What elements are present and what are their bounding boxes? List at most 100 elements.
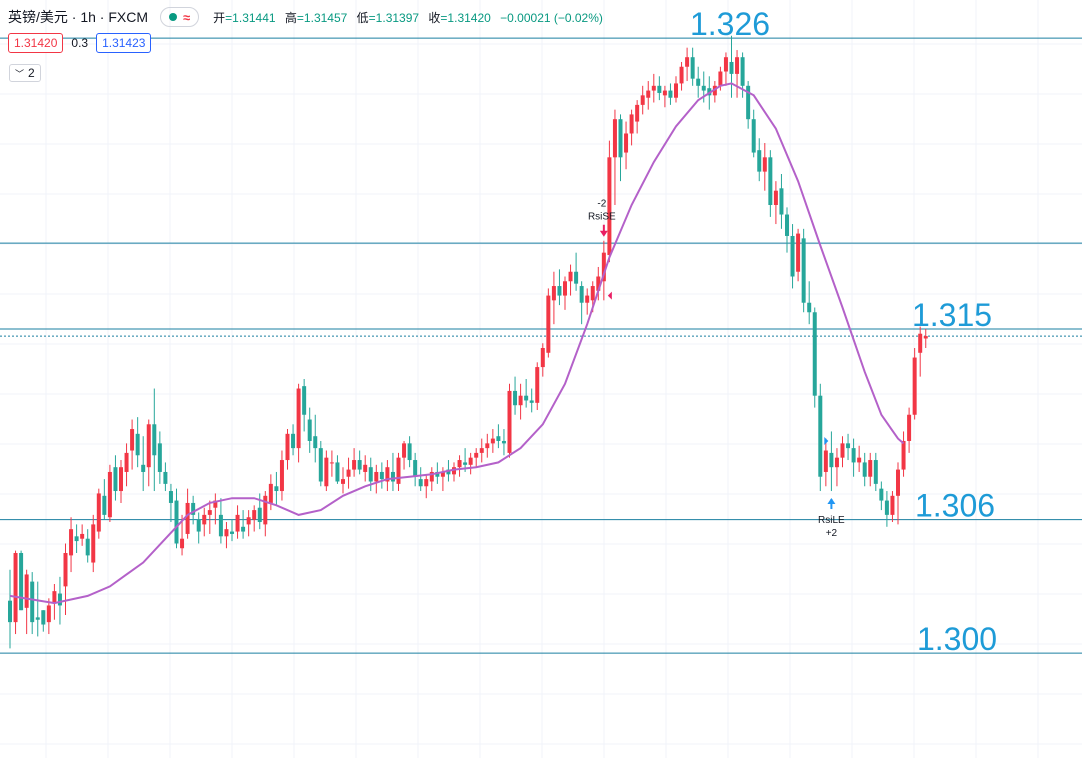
candle-body — [63, 553, 68, 587]
candle-body — [30, 581, 35, 623]
candle-body — [740, 57, 745, 86]
candles — [8, 35, 928, 649]
candle-body — [85, 538, 90, 556]
candle-body — [252, 510, 257, 520]
candle-body — [113, 467, 118, 492]
sell-price-button[interactable]: 1.31420 — [8, 33, 64, 53]
candle-body — [779, 188, 784, 215]
candle-body — [418, 479, 423, 487]
buy-price-button[interactable]: 1.31423 — [96, 33, 152, 53]
candle-body — [218, 514, 223, 537]
candle-body — [862, 462, 867, 477]
candle-body — [596, 276, 601, 291]
candle-body — [291, 433, 296, 449]
candle-body — [879, 488, 884, 501]
candle-body — [907, 414, 912, 441]
candle-body — [746, 85, 751, 120]
candle-body — [91, 524, 96, 563]
candle-body — [857, 457, 862, 463]
indicator-count: 2 — [28, 66, 35, 80]
indicator-toggle[interactable]: ﹀ 2 — [9, 64, 41, 82]
candle-body — [668, 90, 673, 98]
candle-body — [407, 443, 412, 461]
candle-body — [834, 457, 839, 468]
candle-body — [257, 507, 262, 523]
candle-body — [46, 605, 51, 623]
candle-body — [574, 271, 579, 284]
candle-body — [851, 448, 856, 463]
candle-body — [329, 462, 334, 464]
candle-body — [518, 395, 523, 406]
candle-body — [768, 157, 773, 205]
candle-body — [152, 424, 157, 456]
candle-body — [696, 78, 701, 86]
candle-body — [690, 57, 695, 79]
market-open-dot-icon — [169, 13, 178, 21]
candle-body — [918, 333, 923, 353]
candle-body — [235, 514, 240, 532]
candle-body — [263, 495, 268, 525]
candle-body — [751, 119, 756, 153]
candle-body — [224, 529, 229, 537]
candle-body — [723, 57, 728, 72]
candle-body — [890, 495, 895, 515]
candle-body — [402, 443, 407, 458]
candle-body — [41, 610, 46, 625]
candle-body — [346, 469, 351, 477]
candle-body — [563, 281, 567, 296]
candle-body — [191, 502, 196, 515]
candle-body — [524, 395, 529, 401]
candle-body — [529, 400, 534, 403]
candle-body — [446, 469, 451, 475]
candle-body — [807, 302, 812, 313]
candle-body — [374, 471, 379, 482]
candle-body — [513, 390, 518, 406]
candle-body — [157, 443, 162, 472]
candle-body — [385, 467, 390, 482]
level-label: 1.306 — [915, 488, 995, 524]
buy-arrow-head-icon — [827, 498, 836, 505]
candle-body — [624, 133, 629, 153]
candle-body — [268, 483, 273, 503]
candle-body — [8, 600, 12, 623]
chevron-down-icon: ﹀ — [15, 69, 25, 79]
candle-body — [579, 286, 584, 303]
candle-body — [479, 448, 484, 453]
candle-body — [341, 479, 345, 484]
candle-body — [130, 429, 135, 451]
market-status-pill[interactable]: ≈ — [160, 7, 200, 27]
candle-body — [612, 119, 617, 158]
signal-label: RsiSE — [588, 212, 616, 223]
chart-header: 英镑/美元 · 1h · FXCM ≈ 开=1.31441 高=1.31457 … — [8, 6, 609, 28]
candle-body — [379, 471, 384, 480]
candle-body — [829, 452, 834, 468]
candle-body — [452, 467, 456, 475]
candle-body — [679, 66, 684, 84]
candle-body — [551, 286, 556, 301]
candle-body — [390, 471, 395, 482]
candle-body — [119, 467, 123, 492]
wave-icon: ≈ — [183, 9, 191, 25]
candle-body — [241, 526, 246, 532]
candle-body — [463, 462, 468, 465]
level-label: 1.315 — [912, 297, 992, 333]
candle-body — [762, 157, 767, 172]
high-key: 高 — [284, 10, 297, 25]
candle-body — [19, 553, 24, 611]
candle-body — [174, 500, 179, 544]
high-value: =1.31457 — [296, 10, 348, 25]
candle-body — [35, 617, 40, 620]
candle-body — [729, 61, 734, 74]
ohlc-readout: 开=1.31441 高=1.31457 低=1.31397 收=1.31420 … — [213, 9, 609, 26]
candle-body — [185, 502, 190, 534]
candle-body — [207, 510, 212, 515]
candle-body — [507, 390, 512, 453]
candle-body — [674, 83, 678, 98]
candle-body — [363, 464, 368, 472]
candle-body — [424, 479, 429, 487]
candle-body — [24, 574, 29, 608]
candle-body — [74, 536, 79, 542]
change-value: −0.00021 (−0.02%) — [500, 10, 603, 25]
symbol-title[interactable]: 英镑/美元 · 1h · FXCM — [8, 9, 149, 25]
